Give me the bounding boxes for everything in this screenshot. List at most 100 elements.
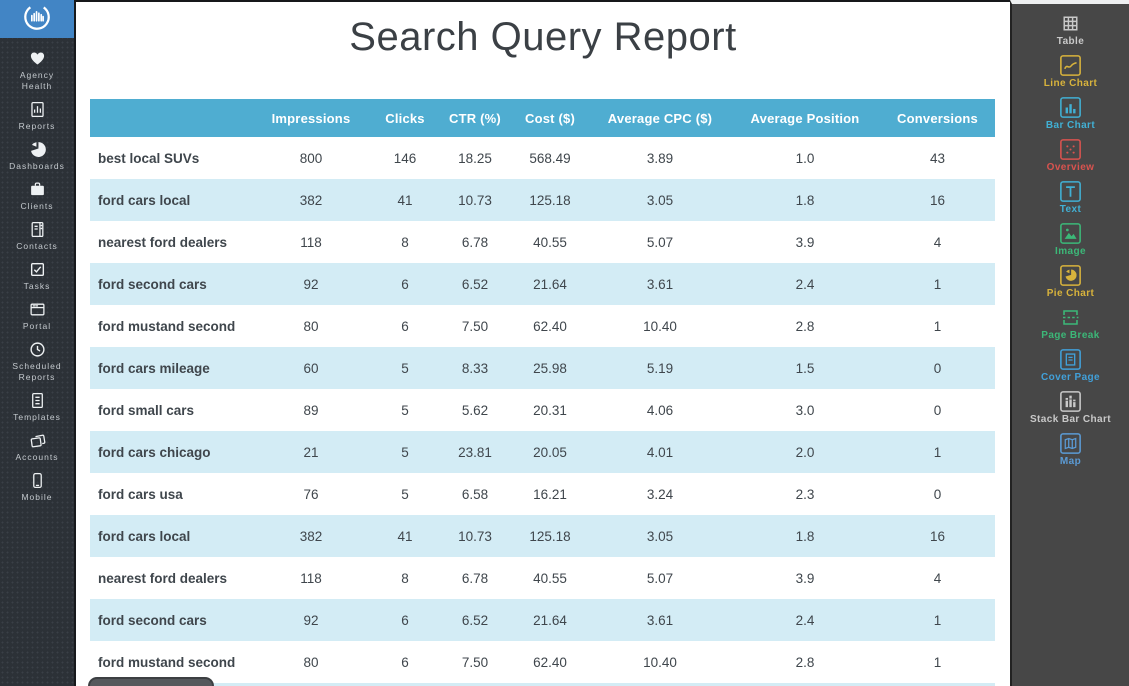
widget-label: Page Break — [1041, 330, 1100, 341]
search-query-table[interactable]: Impressions Clicks CTR (%) Cost ($) Average … — [90, 99, 995, 683]
cell-average-cpc: 4.06 — [646, 402, 674, 418]
table-row: ford small cars 89 5 5.62 20.31 4.06 3.0 0 — [90, 389, 995, 431]
sidebar-item-contacts[interactable]: Contacts — [5, 221, 69, 252]
cell-clicks: 41 — [397, 528, 413, 544]
widget-label: Line Chart — [1043, 78, 1098, 89]
pie-icon — [29, 141, 46, 158]
mobile-icon — [29, 472, 46, 489]
cell-conversions: 1 — [933, 444, 942, 460]
cell-clicks: 6 — [401, 612, 409, 628]
column-header-clicks: Clicks — [370, 99, 440, 137]
widget-page-break[interactable]: Page Break — [1012, 306, 1129, 341]
table-row: ford cars usa 76 5 6.58 16.21 3.24 2.3 0 — [90, 473, 995, 515]
cell-query: best local SUVs — [98, 150, 200, 166]
table-row: ford mustand second 80 6 7.50 62.40 10.40 2.8 1 — [90, 641, 995, 683]
cell-conversions: 1 — [933, 654, 942, 670]
sidebar-item-reports[interactable]: Reports — [5, 101, 69, 132]
widget-overview[interactable]: Overview — [1012, 138, 1129, 173]
cell-ctr: 6.52 — [461, 276, 489, 292]
cover-page-icon — [1059, 348, 1082, 371]
cell-query: ford mustand second — [98, 318, 236, 334]
cell-impressions: 21 — [303, 444, 319, 460]
cell-impressions: 118 — [300, 570, 322, 586]
stack-bar-chart-icon — [1059, 390, 1082, 413]
sidebar-item-clients[interactable]: Clients — [5, 181, 69, 212]
sidebar-item-portal[interactable]: Portal — [5, 301, 69, 332]
app-logo[interactable] — [0, 0, 74, 38]
widget-cover-page[interactable]: Cover Page — [1012, 348, 1129, 383]
table-row: best local SUVs 800 146 18.25 568.49 3.89 1.0 4… — [90, 137, 995, 179]
cell-cost: 62.40 — [533, 654, 567, 670]
cell-conversions: 4 — [933, 570, 942, 586]
table-row: ford cars mileage 60 5 8.33 25.98 5.19 1.5 0 — [90, 347, 995, 389]
chart-circle-logo-icon — [22, 2, 52, 37]
table-row: ford cars local 382 41 10.73 125.18 3.05 1.8 16 — [90, 179, 995, 221]
image-icon — [1059, 222, 1082, 245]
widget-bar-chart[interactable]: Bar Chart — [1012, 96, 1129, 131]
cell-ctr: 7.50 — [461, 654, 489, 670]
widget-stack-bar-chart[interactable]: Stack Bar Chart — [1012, 390, 1129, 425]
cell-clicks: 6 — [401, 318, 409, 334]
cell-clicks: 146 — [393, 150, 417, 166]
tasks-icon — [29, 261, 46, 278]
cell-clicks: 41 — [397, 192, 413, 208]
column-header-ctr: CTR (%) — [440, 99, 510, 137]
cell-query: ford second cars — [98, 276, 207, 292]
cell-conversions: 1 — [933, 276, 942, 292]
table-row: ford cars chicago 21 5 23.81 20.05 4.01 2.0 1 — [90, 431, 995, 473]
cell-clicks: 8 — [401, 570, 409, 586]
widget-label: Cover Page — [1040, 372, 1101, 383]
sidebar-item-mobile[interactable]: Mobile — [5, 472, 69, 503]
cell-impressions: 80 — [303, 318, 319, 334]
cell-cost: 21.64 — [533, 612, 567, 628]
widget-pie-chart[interactable]: Pie Chart — [1012, 264, 1129, 299]
sidebar-item-agency-health[interactable]: Agency Health — [5, 50, 69, 92]
cell-query: ford mustand second — [98, 654, 236, 670]
sidebar-item-templates[interactable]: Templates — [5, 392, 69, 423]
cell-conversions: 0 — [933, 486, 942, 502]
cell-cost: 568.49 — [529, 150, 571, 166]
briefcase-icon — [29, 181, 46, 198]
column-header-query — [90, 99, 252, 137]
cell-cost: 21.64 — [533, 276, 567, 292]
cell-cost: 16.21 — [533, 486, 567, 502]
cell-ctr: 6.78 — [461, 234, 489, 250]
cell-impressions: 118 — [300, 234, 322, 250]
cell-cost: 40.55 — [533, 570, 567, 586]
sidebar-item-accounts[interactable]: Accounts — [5, 432, 69, 463]
cell-average-cpc: 3.61 — [646, 612, 674, 628]
widget-text[interactable]: Text — [1012, 180, 1129, 215]
widget-map[interactable]: Map — [1012, 432, 1129, 467]
sidebar-item-label: Portal — [22, 321, 52, 331]
widget-table[interactable]: Table — [1012, 12, 1129, 47]
cell-cost: 25.98 — [533, 360, 567, 376]
widget-label: Overview — [1046, 162, 1095, 173]
cell-impressions: 89 — [303, 402, 319, 418]
pie-chart-icon — [1059, 264, 1082, 287]
cell-clicks: 5 — [401, 486, 409, 502]
sidebar-item-dashboards[interactable]: Dashboards — [5, 141, 69, 172]
cell-average-cpc: 5.19 — [646, 360, 674, 376]
text-icon — [1059, 180, 1082, 203]
widget-line-chart[interactable]: Line Chart — [1012, 54, 1129, 89]
report-canvas: Search Query Report Impressions Clicks CTR… — [76, 0, 1010, 686]
table-row: ford mustand second 80 6 7.50 62.40 10.40 2.8 1 — [90, 305, 995, 347]
cell-clicks: 8 — [401, 234, 409, 250]
table-row: ford second cars 92 6 6.52 21.64 3.61 2.4 1 — [90, 599, 995, 641]
cell-clicks: 5 — [401, 444, 409, 460]
sidebar-item-tasks[interactable]: Tasks — [5, 261, 69, 292]
hover-toolbar-partial[interactable] — [88, 677, 214, 686]
page-break-icon — [1059, 306, 1082, 329]
widget-label: Map — [1059, 456, 1082, 467]
cell-average-position: 2.3 — [795, 486, 815, 502]
line-chart-icon — [1059, 54, 1082, 77]
table-row: ford cars local 382 41 10.73 125.18 3.05 1.8 16 — [90, 515, 995, 557]
cell-ctr: 18.25 — [458, 150, 492, 166]
widget-image[interactable]: Image — [1012, 222, 1129, 257]
clock-icon — [29, 341, 46, 358]
cell-cost: 20.05 — [533, 444, 567, 460]
heart-icon — [29, 50, 46, 67]
sidebar-item-scheduled-reports[interactable]: Scheduled Reports — [5, 341, 69, 383]
cell-average-position: 3.9 — [795, 234, 815, 250]
